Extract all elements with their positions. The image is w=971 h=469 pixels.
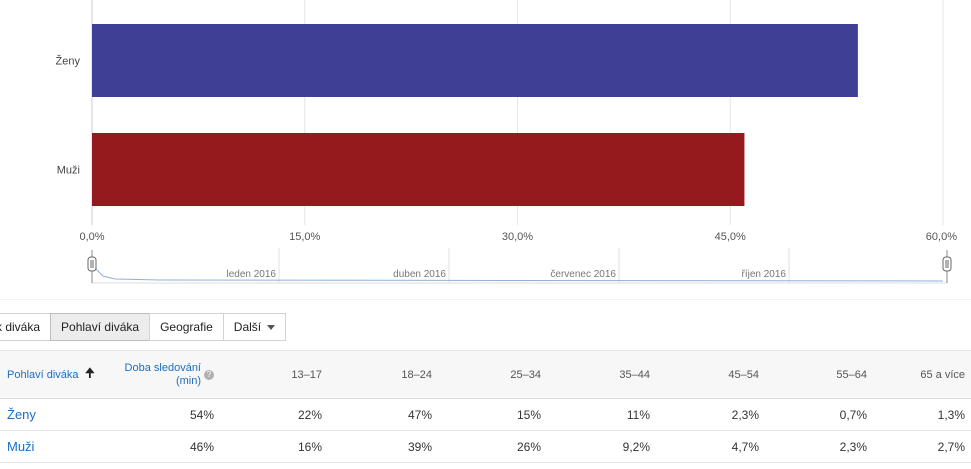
watch-time-label-line1: Doba sledování (124, 361, 201, 374)
tab-more[interactable]: Další (222, 313, 287, 341)
table-cell: 16% (220, 430, 328, 463)
tab-age[interactable]: k diváka (0, 313, 52, 341)
table-row: Muži 46% 16% 39% 26% 9,2% 4,7% 2,3% 2,7% (0, 430, 971, 463)
tick-label: 45,0% (715, 231, 746, 243)
tick-label: 15,0% (289, 231, 320, 243)
timeline-label: leden 2016 (227, 269, 277, 280)
category-label: Ženy (56, 55, 81, 68)
range-end-handle[interactable] (942, 256, 952, 272)
table-cell: 2,7% (873, 430, 971, 463)
table-cell: 15% (438, 398, 547, 431)
table-header-row: Pohlaví diváka 🠉 Doba sledování (min)? 13–… (0, 350, 971, 399)
column-header-age[interactable]: 45–54 (656, 350, 765, 399)
timeline-label: říjen 2016 (742, 269, 787, 280)
column-header-age[interactable]: 55–64 (765, 350, 873, 399)
column-header-age[interactable]: 65 a více (873, 350, 971, 399)
bar[interactable] (92, 24, 858, 97)
column-header-age[interactable]: 25–34 (438, 350, 547, 399)
category-label: Muži (57, 165, 80, 177)
tab-more-label: Další (233, 320, 262, 334)
row-label-link[interactable]: Ženy (0, 398, 108, 431)
tick-label: 0,0% (79, 231, 104, 243)
range-start-handle[interactable] (87, 256, 97, 272)
table-cell: 26% (438, 430, 547, 463)
timeline-label: duben 2016 (393, 269, 446, 280)
tab-gender[interactable]: Pohlaví diváka (50, 313, 151, 341)
column-header-gender-label: Pohlaví diváka (7, 368, 79, 381)
tick-label: 60,0% (926, 231, 957, 243)
table-cell: 54% (108, 398, 220, 431)
column-header-gender[interactable]: Pohlaví diváka 🠉 (0, 350, 108, 399)
table-cell: 47% (328, 398, 438, 431)
table-cell: 4,7% (656, 430, 765, 463)
bar-chart: Ženy Muži 0,0% 15,0% 30,0% 45,0% 60,0% leden 20… (0, 0, 971, 300)
table-cell: 39% (328, 430, 438, 463)
column-header-age[interactable]: 13–17 (220, 350, 328, 399)
column-header-watch-time[interactable]: Doba sledování (min)? (108, 350, 220, 399)
table-cell: 9,2% (547, 430, 656, 463)
table-cell: 1,3% (873, 398, 971, 431)
watch-time-label-line2: (min) (175, 374, 201, 387)
table-cell: 0,7% (765, 398, 873, 431)
column-header-age[interactable]: 35–44 (547, 350, 656, 399)
sort-ascending-icon: 🠉 (84, 364, 96, 380)
row-label-link[interactable]: Muži (0, 430, 108, 463)
table-row: Ženy 54% 22% 47% 15% 11% 2,3% 0,7% 1,3% (0, 398, 971, 431)
table-cell: 2,3% (765, 430, 873, 463)
tick-label: 30,0% (502, 231, 533, 243)
table-cell: 2,3% (656, 398, 765, 431)
timeline-sparkline (92, 261, 944, 282)
report-tabs: k diváka Pohlaví diváka Geografie Další (0, 313, 287, 341)
help-icon[interactable]: ? (204, 369, 214, 380)
timeline-label: červenec 2016 (550, 269, 616, 280)
chevron-down-icon (267, 325, 276, 331)
table-cell: 22% (220, 398, 328, 431)
data-table: Pohlaví diváka 🠉 Doba sledování (min)? 13–… (0, 350, 971, 463)
column-header-age[interactable]: 18–24 (328, 350, 438, 399)
table-cell: 46% (108, 430, 220, 463)
tab-geography[interactable]: Geografie (149, 313, 224, 341)
table-cell: 11% (547, 398, 656, 431)
bar[interactable] (92, 133, 745, 206)
